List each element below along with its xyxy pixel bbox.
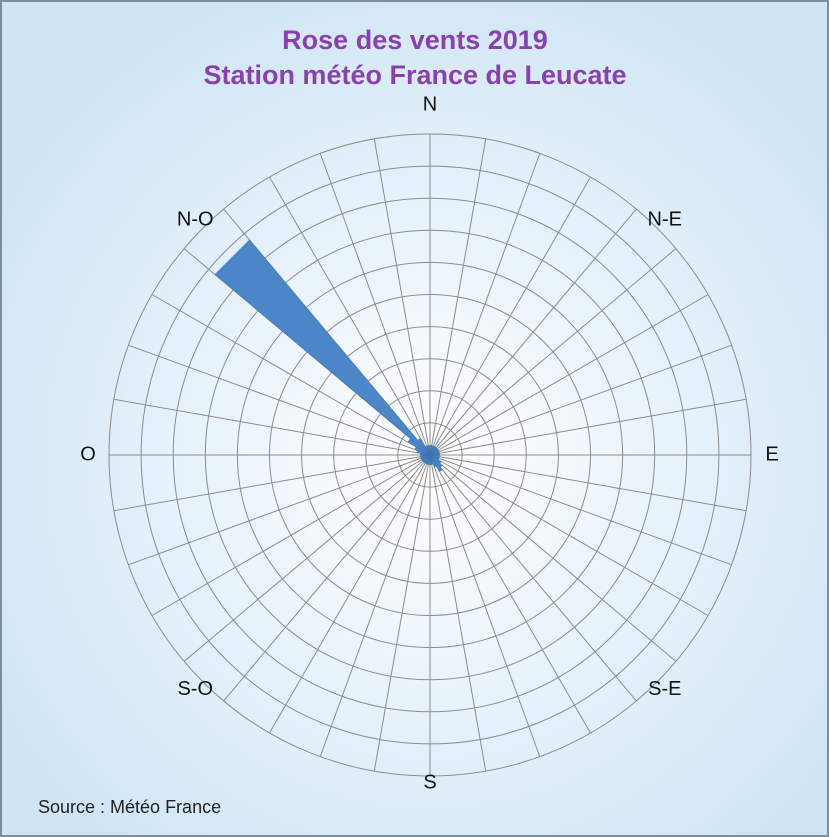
petal (214, 239, 431, 456)
grid-spoke (429, 208, 637, 456)
grid-spoke (429, 454, 487, 772)
direction-label: S-O (177, 678, 213, 700)
direction-label: N-E (648, 209, 682, 231)
grid-spoke (429, 294, 709, 456)
direction-label: N (423, 93, 437, 115)
chart-subtitle: Station météo France de Leucate (203, 60, 626, 90)
grid-spoke (429, 454, 591, 734)
direction-label: N-O (177, 209, 214, 231)
grid-spoke (429, 454, 747, 512)
direction-label: O (80, 443, 96, 465)
grid-spoke (429, 454, 637, 702)
grid-spoke (128, 344, 431, 456)
direction-label: S (423, 771, 436, 793)
grid-spoke (128, 454, 431, 566)
grid-spoke (429, 153, 541, 456)
grid-spoke (429, 454, 732, 566)
source: Source : Météo France (38, 797, 221, 817)
grid-spoke (373, 454, 431, 772)
grid-spoke (429, 454, 677, 662)
grid-spoke (183, 454, 431, 662)
grid-spoke (429, 176, 591, 456)
grid-spoke (319, 454, 431, 757)
grid-spoke (319, 153, 431, 456)
grid-spoke (429, 454, 541, 757)
grid-spoke (269, 176, 431, 456)
grid-spoke (151, 294, 431, 456)
grid-spoke (113, 398, 431, 456)
grid-spoke (151, 454, 431, 616)
grid-spoke (429, 344, 732, 456)
grid-spoke (429, 248, 677, 456)
petal (428, 445, 431, 456)
grid-spoke (373, 138, 431, 456)
grid-spoke (223, 454, 431, 702)
grid-spoke (429, 398, 747, 456)
grid-spoke (429, 454, 709, 616)
direction-label: S-E (648, 678, 681, 700)
chart-title: Rose des vents 2019 (282, 25, 548, 55)
direction-label: E (765, 443, 778, 465)
grid-spoke (269, 454, 431, 734)
grid-spoke (113, 454, 431, 512)
grid-spoke (429, 138, 487, 456)
